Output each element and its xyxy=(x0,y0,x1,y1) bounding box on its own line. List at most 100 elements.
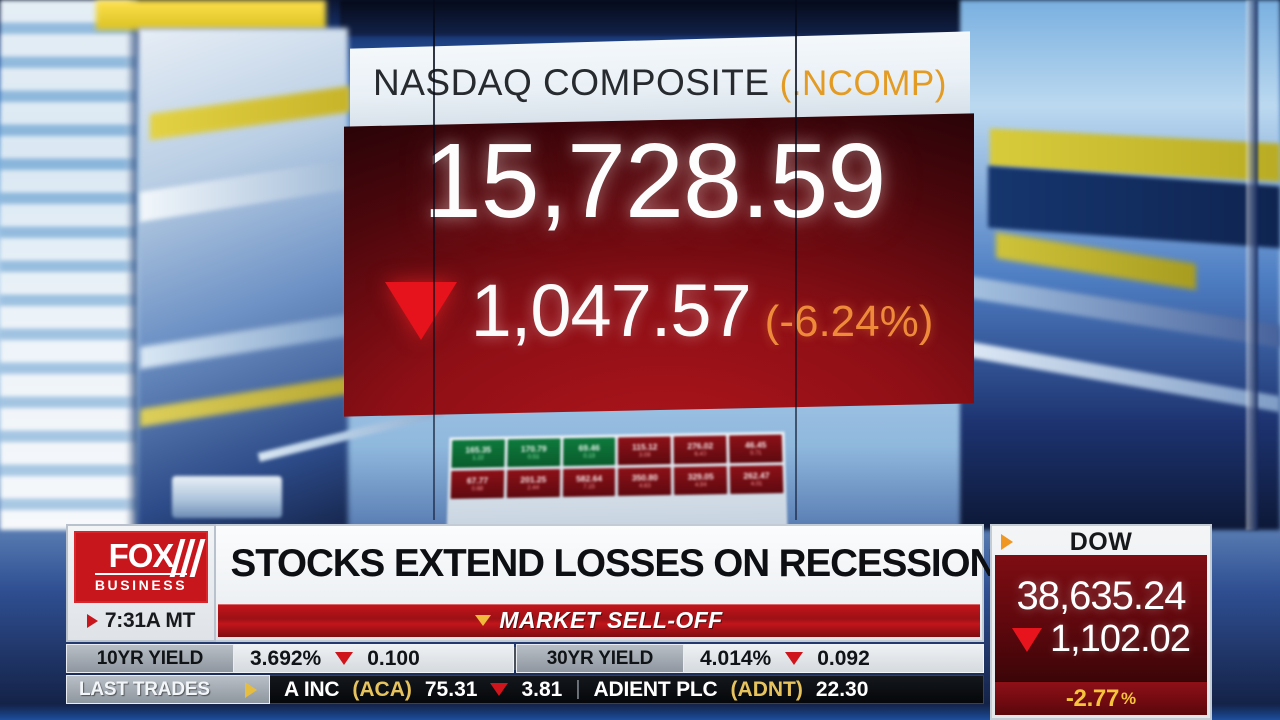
stock-tile-change: 0.71 xyxy=(750,450,762,457)
lower-third: FOX BUSINESS 7:31A MT STOCKS EXTEND LOSS… xyxy=(0,524,1280,720)
stock-tile-change: 7.15 xyxy=(583,484,595,491)
trade-name: A INC xyxy=(284,677,340,701)
index-change-row: 1,047.57 (-6.24%) xyxy=(344,268,974,353)
studio-louver-wall xyxy=(0,0,138,530)
trade-price: 22.30 xyxy=(815,677,869,701)
index-symbol: (.NCOMP) xyxy=(779,64,947,103)
triangle-down-icon xyxy=(785,652,804,665)
stock-tile-value: 582.64 xyxy=(576,473,603,484)
thirty-year-yield-value: 4.014% xyxy=(700,646,772,670)
index-change-value: 1,047.57 xyxy=(470,269,751,352)
triangle-down-icon xyxy=(1012,627,1043,652)
video-wall-quote-board: 15,728.59 1,047.57 (-6.24%) xyxy=(344,113,974,417)
triangle-right-icon xyxy=(1001,534,1013,550)
stock-tile-change: 4.94 xyxy=(694,482,707,489)
dow-percent: -2.77 xyxy=(1065,684,1120,712)
index-price: 15,728.59 xyxy=(422,122,886,240)
dow-header: DOW xyxy=(995,527,1207,556)
selloff-banner: MARKET SELL-OFF xyxy=(218,604,980,637)
studio-yellow-accent-top xyxy=(96,0,326,30)
headline-text: STOCKS EXTEND LOSSES ON RECESSION FEARS xyxy=(230,541,1133,585)
stock-tile: 262.47 4.01 xyxy=(729,465,784,495)
stock-tile-change: 0.51 xyxy=(527,454,540,461)
triangle-right-icon xyxy=(245,681,257,698)
trade-symbol: (ADNT) xyxy=(730,677,803,701)
dow-price: 38,635.24 xyxy=(1016,574,1187,618)
stock-tile-value: 262.47 xyxy=(743,470,770,482)
yields-row: 10YR YIELD 3.692% 0.100 30YR YIELD 4.014… xyxy=(66,644,984,673)
dow-panel: DOW 38,635.24 1,102.02 -2.77 % xyxy=(990,524,1212,720)
fox-wordmark: FOX xyxy=(108,536,175,574)
triangle-down-icon xyxy=(384,281,457,340)
stock-tile-change: 4.63 xyxy=(639,483,651,490)
stock-tile-row: 67.77 0.68 201.25 2.44 582.64 7.15 350.8… xyxy=(450,465,784,499)
headline-row: STOCKS EXTEND LOSSES ON RECESSION FEARS xyxy=(216,526,1133,604)
stock-tile-grid: 165.35 1.22 170.79 0.51 69.46 0.13 115.1… xyxy=(446,431,788,534)
dow-percent-bar: -2.77 % xyxy=(995,681,1207,715)
trade-name: ADIENT PLC xyxy=(593,677,718,701)
stock-tile-value: 276.02 xyxy=(687,440,714,452)
stock-tile: 201.25 2.44 xyxy=(506,469,560,498)
ten-year-yield-value: 3.692% xyxy=(250,646,322,670)
stock-tile-row: 165.35 1.22 170.79 0.51 69.46 0.13 115.1… xyxy=(451,434,783,468)
index-change-percent: (-6.24%) xyxy=(764,297,934,346)
dow-change-row: 1,102.02 xyxy=(1012,618,1191,661)
selloff-label: MARKET SELL-OFF xyxy=(499,607,723,633)
last-trades-ticker: A INC (ACA) 75.31 3.81 | ADIENT PLC (ADN… xyxy=(270,675,984,704)
ten-year-yield-label: 10YR YIELD xyxy=(66,644,234,673)
stock-tile: 276.02 6.40 xyxy=(673,435,727,465)
stock-tile-change: 4.01 xyxy=(750,481,763,488)
triangle-right-icon xyxy=(86,614,98,628)
stock-tile-change: 2.44 xyxy=(527,485,540,492)
fox-slashes-icon xyxy=(166,539,206,577)
business-wordmark: BUSINESS xyxy=(94,573,188,593)
last-trades-label: LAST TRADES xyxy=(79,678,210,700)
ticker-divider xyxy=(514,647,516,670)
dow-label: DOW xyxy=(1069,527,1133,556)
thirty-year-yield-values: 4.014% 0.092 xyxy=(684,644,984,673)
video-wall: NASDAQ COMPOSITE (.NCOMP) 15,728.59 1,04… xyxy=(336,31,974,426)
trade-change: 3.81 xyxy=(521,677,563,701)
stock-tile-value: 201.25 xyxy=(520,474,547,485)
thirty-year-yield-label: 30YR YIELD xyxy=(516,644,684,673)
stock-tile: 329.05 4.94 xyxy=(674,466,728,495)
stock-tile: 170.79 0.51 xyxy=(507,438,561,468)
ticker-rows: 10YR YIELD 3.692% 0.100 30YR YIELD 4.014… xyxy=(66,644,984,706)
ten-year-yield-change: 0.100 xyxy=(367,646,420,670)
stock-tile-change: 0.13 xyxy=(583,453,596,460)
stock-tile-change: 1.22 xyxy=(472,455,484,462)
network-logo-block: FOX BUSINESS 7:31A MT xyxy=(66,524,216,642)
trade-price: 75.31 xyxy=(424,677,478,701)
stock-tile: 115.12 3.08 xyxy=(618,436,672,466)
last-trades-row: LAST TRADES A INC (ACA) 75.31 3.81 | ADI… xyxy=(66,675,984,704)
stock-tile-change: 3.08 xyxy=(638,452,651,459)
stock-tile-value: 170.79 xyxy=(520,443,547,455)
stock-tile-value: 350.80 xyxy=(631,472,658,483)
broadcast-timestamp: 7:31A MT xyxy=(104,609,196,632)
headline-block: STOCKS EXTEND LOSSES ON RECESSION FEARS … xyxy=(216,524,1133,642)
triangle-down-icon xyxy=(490,683,509,696)
stock-tile-value: 67.77 xyxy=(466,475,489,486)
thirty-year-yield-change: 0.092 xyxy=(817,646,870,670)
video-wall-seam-right xyxy=(795,0,797,520)
fox-business-logo: FOX BUSINESS xyxy=(74,531,208,603)
triangle-down-icon xyxy=(475,615,492,626)
stock-tile-value: 69.46 xyxy=(578,442,600,454)
ten-year-yield-values: 3.692% 0.100 xyxy=(234,644,514,673)
studio-ceiling-band xyxy=(340,0,980,36)
stock-tile: 165.35 1.22 xyxy=(451,439,505,468)
stock-tile-value: 165.35 xyxy=(465,444,492,456)
stock-tile-change: 0.68 xyxy=(471,486,484,493)
stock-tile: 350.80 4.63 xyxy=(618,467,672,496)
studio-right-edge xyxy=(1246,0,1258,530)
stock-tile-value: 46.45 xyxy=(745,440,767,451)
triangle-down-icon xyxy=(335,652,354,665)
trade-symbol: (ACA) xyxy=(352,677,412,701)
stock-tile: 46.45 0.71 xyxy=(729,434,783,464)
studio-right-bar-3 xyxy=(960,430,1280,474)
stock-tile-value: 115.12 xyxy=(632,441,658,453)
dow-quote: 38,635.24 1,102.02 xyxy=(995,555,1207,681)
video-wall-seam-left xyxy=(433,0,435,520)
stock-tile: 69.46 0.13 xyxy=(562,437,616,467)
